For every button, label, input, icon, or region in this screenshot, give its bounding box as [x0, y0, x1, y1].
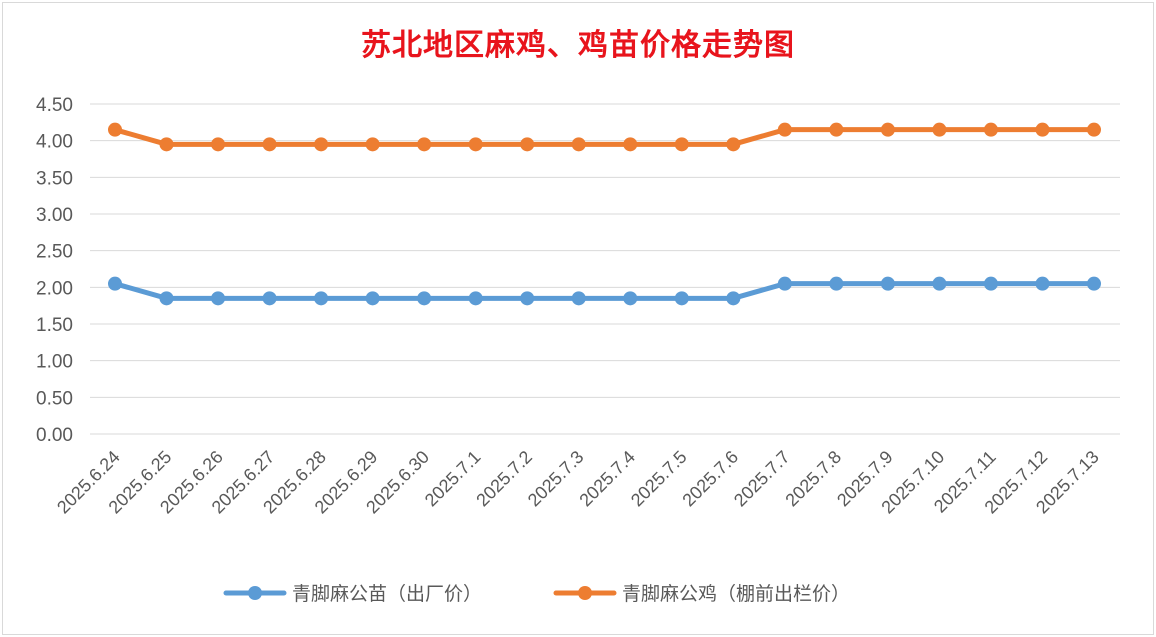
data-point: [777, 276, 792, 291]
data-point: [674, 291, 689, 306]
data-point: [880, 276, 895, 291]
y-tick-label: 3.00: [36, 205, 73, 226]
y-tick-label: 4.00: [36, 132, 73, 153]
data-point: [520, 291, 535, 306]
data-point: [571, 291, 586, 306]
y-tick-label: 0.50: [36, 388, 73, 409]
data-point: [623, 291, 638, 306]
y-tick-label: 2.00: [36, 278, 73, 299]
x-tick-label: 2025.7.2: [472, 447, 536, 511]
y-tick-label: 0.00: [36, 425, 73, 446]
series-line: [112, 127, 1097, 147]
x-tick-label: 2025.7.5: [627, 447, 691, 511]
data-point: [674, 137, 689, 152]
data-point: [1087, 122, 1101, 137]
x-tick-label: 2025.7.7: [730, 447, 794, 511]
data-point: [623, 137, 638, 152]
data-point: [108, 276, 122, 291]
series-0: [108, 276, 1101, 306]
x-tick-label: 2025.7.4: [575, 447, 639, 511]
y-tick-label: 4.50: [36, 95, 73, 116]
legend-entry-1: 青脚麻公鸡（棚前出栏价）: [553, 583, 850, 605]
data-point: [1035, 276, 1050, 291]
series-line: [112, 281, 1097, 301]
series-1: [108, 122, 1101, 152]
data-point: [211, 137, 226, 152]
legend-marker: [248, 586, 262, 600]
data-point: [880, 122, 895, 137]
y-tick-label: 3.50: [36, 168, 73, 189]
series-lines: [108, 122, 1101, 306]
legend: 青脚麻公苗（出厂价） 青脚麻公鸡（棚前出栏价）: [223, 583, 850, 605]
legend-marker: [578, 586, 592, 600]
data-point: [520, 137, 535, 152]
x-tick-label: 2025.7.6: [678, 447, 742, 511]
data-point: [932, 276, 947, 291]
data-point: [108, 122, 122, 137]
data-point: [726, 291, 741, 306]
data-point: [211, 291, 226, 306]
data-point: [262, 137, 277, 152]
x-axis-ticks: 2025.6.242025.6.252025.6.262025.6.272025…: [53, 447, 1103, 518]
data-point: [1087, 276, 1101, 291]
y-tick-label: 2.50: [36, 242, 73, 263]
x-tick-label: 2025.7.3: [524, 447, 588, 511]
data-point: [417, 291, 432, 306]
legend-label: 青脚麻公鸡（棚前出栏价）: [622, 583, 850, 605]
data-point: [468, 137, 483, 152]
y-tick-label: 1.50: [36, 315, 73, 336]
data-point: [365, 291, 380, 306]
data-point: [262, 291, 277, 306]
data-point: [365, 137, 380, 152]
data-point: [314, 137, 329, 152]
data-point: [983, 276, 998, 291]
data-point: [829, 276, 844, 291]
data-point: [932, 122, 947, 137]
data-point: [777, 122, 792, 137]
data-point: [159, 137, 174, 152]
data-point: [314, 291, 329, 306]
y-axis-ticks: 0.00 0.50 1.00 1.50 2.00 2.50 3.00 3.50 4.00 4.50: [36, 95, 73, 446]
data-point: [726, 137, 741, 152]
data-point: [417, 137, 432, 152]
data-point: [829, 122, 844, 137]
chart-title: 苏北地区麻鸡、鸡苗价格走势图: [361, 28, 795, 63]
y-tick-label: 1.00: [36, 352, 73, 373]
data-point: [159, 291, 174, 306]
data-point: [983, 122, 998, 137]
x-tick-label: 2025.7.8: [782, 447, 846, 511]
data-point: [468, 291, 483, 306]
legend-entry-0: 青脚麻公苗（出厂价）: [223, 583, 482, 605]
data-point: [571, 137, 586, 152]
x-tick-label: 2025.7.1: [421, 447, 485, 511]
legend-label: 青脚麻公苗（出厂价）: [292, 583, 482, 605]
data-point: [1035, 122, 1050, 137]
gridlines: [90, 103, 1120, 435]
